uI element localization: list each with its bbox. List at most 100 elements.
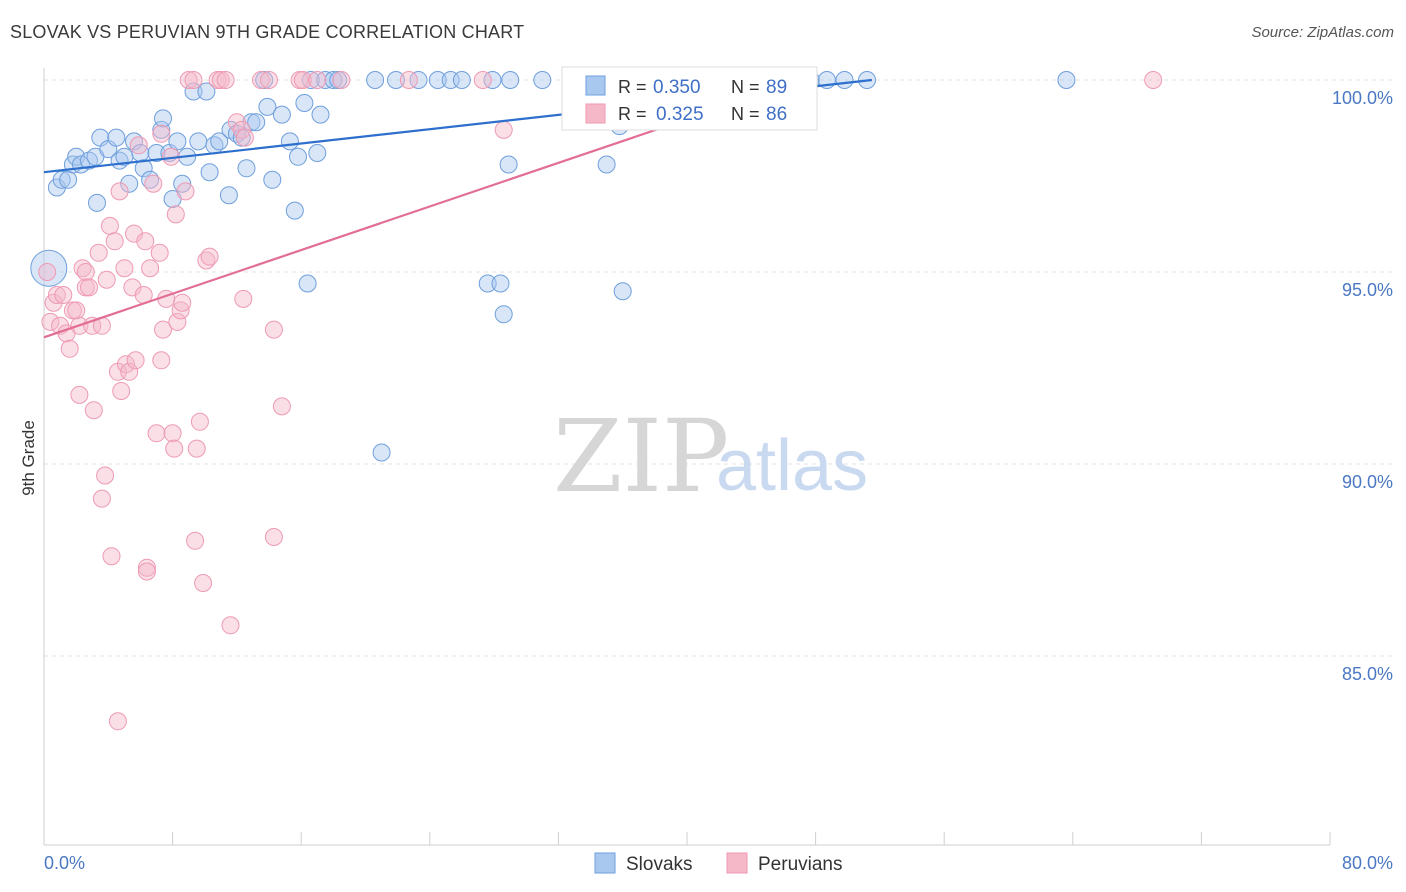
point-slovaks: [835, 71, 854, 89]
stats-legend: R = 0.350 N = 89 R = 0.325 N = 86: [561, 66, 818, 131]
point-slovaks: [210, 132, 229, 151]
point-peruvians: [211, 71, 230, 89]
point-peruvians: [163, 424, 182, 443]
point-slovaks: [295, 94, 314, 112]
point-slovaks: [52, 170, 71, 189]
point-slovaks: [409, 71, 428, 89]
point-slovaks: [258, 97, 277, 116]
point-peruvians: [144, 174, 163, 193]
point-peruvians: [154, 320, 172, 339]
point-slovaks: [372, 443, 391, 462]
point-peruvians: [38, 263, 57, 281]
point-peruvians: [152, 124, 171, 143]
point-peruvians: [264, 320, 283, 339]
point-peruvians: [234, 289, 253, 308]
point-peruvians: [126, 351, 145, 370]
point-peruvians: [200, 247, 219, 266]
point-peruvians: [166, 205, 185, 224]
x-tick-label-left: 0.0%: [44, 853, 85, 873]
point-peruvians: [293, 71, 312, 89]
point-slovaks: [289, 147, 307, 166]
point-peruvians: [147, 424, 166, 443]
point-peruvians: [264, 528, 283, 546]
point-peruvians: [168, 312, 187, 331]
point-peruvians: [272, 397, 291, 416]
point-peruvians: [54, 286, 73, 304]
point-slovaks: [152, 120, 171, 139]
point-peruvians: [129, 136, 148, 155]
point-peruvians: [184, 71, 203, 89]
legend-n-value-slovaks: 89: [766, 77, 787, 98]
point-peruvians: [97, 270, 116, 289]
y-tick-label: 100.0%: [1332, 88, 1393, 108]
point-slovaks: [491, 274, 510, 293]
point-peruvians: [41, 312, 60, 331]
bottom-legend-swatch-peruvians: [726, 852, 748, 874]
point-slovaks: [272, 105, 291, 124]
point-peruvians: [137, 558, 156, 577]
legend-n-label-slovaks: N =: [731, 77, 760, 97]
point-peruvians: [260, 71, 278, 89]
point-peruvians: [473, 71, 492, 89]
point-peruvians: [216, 71, 235, 89]
point-slovaks: [189, 132, 208, 151]
point-peruvians: [165, 439, 184, 458]
point-peruvians: [186, 531, 205, 550]
point-peruvians: [80, 278, 98, 297]
point-peruvians: [187, 439, 206, 458]
point-peruvians: [141, 259, 160, 278]
point-slovaks: [30, 249, 68, 287]
point-peruvians: [108, 712, 127, 731]
legend-r-label-peruvians: R =: [618, 104, 647, 124]
legend-n-label-peruvians: N =: [731, 104, 760, 124]
bottom-legend: Slovaks Peruvians: [594, 852, 843, 875]
y-tick-label: 90.0%: [1342, 472, 1393, 492]
point-slovaks: [533, 71, 552, 89]
point-peruvians: [171, 301, 190, 320]
point-peruvians: [332, 71, 351, 89]
point-slovaks: [59, 170, 78, 189]
point-slovaks: [613, 282, 632, 301]
point-peruvians: [173, 293, 192, 312]
point-slovaks: [1057, 71, 1076, 89]
chart-source: Source: ZipAtlas.com: [1251, 24, 1394, 41]
point-peruvians: [120, 362, 139, 381]
bottom-legend-label-peruvians: Peruvians: [758, 854, 843, 875]
watermark-atlas: atlas: [716, 426, 868, 506]
point-slovaks: [197, 82, 216, 101]
point-slovaks: [483, 71, 502, 89]
point-peruvians: [399, 71, 418, 89]
point-peruvians: [221, 616, 240, 635]
point-slovaks: [219, 186, 238, 205]
point-peruvians: [179, 71, 198, 89]
point-peruvians: [84, 401, 103, 420]
point-peruvians: [89, 243, 108, 262]
point-slovaks: [147, 144, 166, 162]
y-tick-labels: 100.0% 95.0% 90.0% 85.0%: [1332, 88, 1393, 684]
y-tick-label: 95.0%: [1342, 280, 1393, 300]
point-peruvians: [102, 547, 121, 566]
point-slovaks: [134, 159, 153, 178]
point-slovaks: [200, 163, 219, 182]
point-slovaks: [366, 71, 385, 89]
point-slovaks: [120, 174, 139, 193]
point-slovaks: [428, 71, 447, 89]
point-slovaks: [501, 71, 520, 89]
point-peruvians: [494, 120, 513, 139]
point-peruvians: [96, 466, 115, 485]
legend-swatch-slovaks: [585, 75, 606, 96]
point-peruvians: [76, 263, 95, 281]
point-slovaks: [298, 274, 317, 293]
point-slovaks: [168, 132, 187, 151]
y-axis-label: 9th Grade: [19, 420, 38, 496]
point-peruvians: [60, 339, 79, 358]
point-peruvians: [1144, 71, 1163, 89]
point-peruvians: [67, 301, 86, 320]
point-slovaks: [88, 193, 106, 212]
bottom-legend-label-slovaks: Slovaks: [626, 854, 693, 875]
point-peruvians: [136, 232, 155, 251]
legend-r-label-slovaks: R =: [618, 77, 647, 97]
point-slovaks: [311, 105, 330, 124]
point-slovaks: [237, 159, 256, 178]
point-slovaks: [387, 71, 405, 89]
